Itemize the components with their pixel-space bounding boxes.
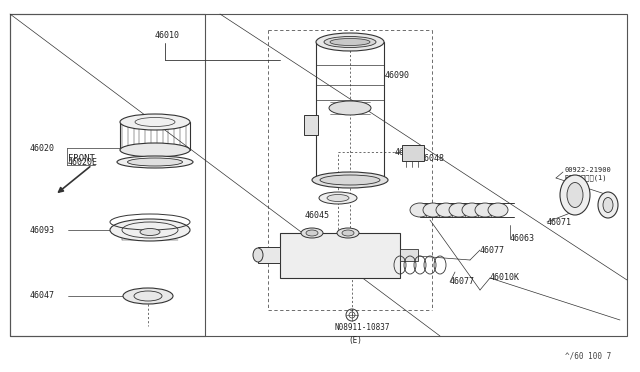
- Ellipse shape: [329, 101, 371, 115]
- Bar: [400, 249, 418, 261]
- Ellipse shape: [475, 203, 495, 217]
- Text: 46048: 46048: [420, 154, 445, 163]
- Text: 46020: 46020: [30, 144, 55, 153]
- Ellipse shape: [120, 114, 190, 130]
- Ellipse shape: [110, 219, 190, 241]
- Ellipse shape: [603, 198, 613, 212]
- Text: (E): (E): [348, 336, 362, 344]
- Ellipse shape: [140, 228, 160, 235]
- Ellipse shape: [423, 203, 443, 217]
- Bar: [10, 14, 627, 336]
- Ellipse shape: [127, 158, 182, 166]
- Text: 46071: 46071: [547, 218, 572, 227]
- Ellipse shape: [560, 175, 590, 215]
- Ellipse shape: [462, 203, 482, 217]
- Ellipse shape: [253, 248, 263, 262]
- Ellipse shape: [120, 143, 190, 157]
- Text: FRONT: FRONT: [68, 154, 95, 163]
- Ellipse shape: [324, 36, 376, 48]
- Text: 46045: 46045: [395, 148, 420, 157]
- Text: 00922-21900: 00922-21900: [565, 167, 612, 173]
- Ellipse shape: [330, 38, 370, 45]
- Text: 46010: 46010: [155, 31, 180, 39]
- Text: N08911-10837: N08911-10837: [335, 324, 390, 333]
- Bar: [402, 145, 424, 161]
- Bar: [280, 233, 400, 278]
- Text: 46093: 46093: [30, 225, 55, 234]
- Text: RINGリング(1): RINGリング(1): [565, 175, 607, 181]
- Ellipse shape: [488, 203, 508, 217]
- Ellipse shape: [327, 195, 349, 202]
- Ellipse shape: [306, 230, 318, 236]
- Ellipse shape: [117, 156, 193, 168]
- Text: 46077: 46077: [450, 278, 475, 286]
- Text: ^/60 100 7: ^/60 100 7: [565, 352, 611, 360]
- Ellipse shape: [449, 203, 469, 217]
- Ellipse shape: [312, 172, 388, 188]
- Text: 46045: 46045: [305, 211, 330, 219]
- Ellipse shape: [436, 203, 456, 217]
- Ellipse shape: [337, 228, 359, 238]
- Ellipse shape: [123, 288, 173, 304]
- Ellipse shape: [410, 203, 430, 217]
- Text: 46047: 46047: [30, 292, 55, 301]
- Ellipse shape: [567, 183, 583, 208]
- Text: 46063: 46063: [510, 234, 535, 243]
- Ellipse shape: [342, 230, 354, 236]
- Ellipse shape: [316, 33, 384, 51]
- Ellipse shape: [319, 192, 357, 204]
- Text: 46010K: 46010K: [490, 273, 520, 282]
- Text: 46077: 46077: [480, 246, 505, 254]
- Bar: [10, 14, 205, 336]
- Bar: [258, 247, 280, 263]
- Bar: [304, 115, 318, 135]
- Text: 46090: 46090: [385, 71, 410, 80]
- Ellipse shape: [320, 175, 380, 185]
- Ellipse shape: [598, 192, 618, 218]
- Text: 46020E: 46020E: [68, 157, 98, 167]
- Ellipse shape: [301, 228, 323, 238]
